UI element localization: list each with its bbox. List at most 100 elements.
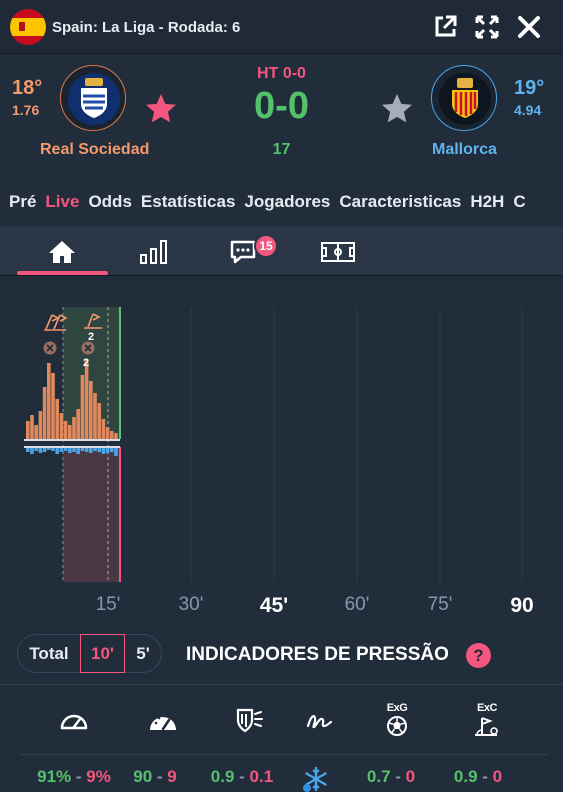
period-5-button[interactable]: 5' — [136, 643, 150, 663]
home-weather: 18° 1.76 — [12, 77, 43, 118]
home-pressure-bar — [110, 431, 114, 439]
indicator-values-row: 91% - 9% 90 - 9 0.9 - 0.1 0.7 - 0 0.9 - … — [0, 767, 563, 791]
home-team-crest[interactable] — [60, 65, 126, 131]
home-icon[interactable] — [17, 234, 107, 270]
home-pressure-bar — [101, 419, 106, 439]
home-pressure-bar — [114, 433, 118, 439]
help-icon[interactable]: ? — [466, 643, 491, 668]
chart-grid — [107, 307, 523, 582]
away-pressure-bar — [63, 448, 68, 451]
home-pressure-bar — [76, 409, 80, 439]
away-team-crest[interactable] — [431, 65, 497, 131]
home-pressure-bar — [30, 415, 34, 439]
away-pressure-zone — [63, 447, 120, 582]
away-favorite-star-icon[interactable] — [379, 91, 415, 127]
comments-icon[interactable]: 15 — [201, 234, 291, 270]
header-bar: Spain: La Liga - Rodada: 6 — [0, 0, 563, 54]
away-pressure-bar — [110, 448, 114, 452]
indicator-value-exc: 0.9 - 0 — [453, 767, 503, 786]
away-pressure-bar — [68, 448, 72, 453]
live-subnav: 15 — [0, 226, 563, 276]
home-pressure-bar — [63, 421, 68, 439]
league-title: Spain: La Liga - Rodada: 6 — [52, 19, 241, 36]
home-favorite-star-icon[interactable] — [143, 91, 179, 127]
away-team-name[interactable]: Mallorca — [432, 141, 497, 158]
spain-flag-icon — [10, 9, 46, 45]
period-total-button[interactable]: Total — [29, 643, 69, 663]
away-pressure-bar — [38, 448, 43, 453]
indicator-value-pressure: 90 - 9 — [133, 767, 177, 786]
away-pressure-bar — [101, 448, 106, 454]
missed-shot-icon-2 — [81, 341, 95, 355]
pitch-icon[interactable] — [293, 234, 383, 270]
away-pressure-bar — [76, 448, 80, 454]
home-pressure-bar — [47, 363, 51, 439]
home-team-name[interactable]: Real Sociedad — [40, 141, 150, 158]
external-link-icon[interactable] — [431, 13, 459, 41]
home-pressure-bar — [93, 393, 97, 439]
fullscreen-icon[interactable] — [473, 13, 501, 41]
score-panel: 18° 1.76 HT 0-0 0-0 17 19° 4.94 Real Soc… — [0, 55, 563, 173]
tab-jogadores[interactable]: Jogadores — [244, 192, 331, 211]
corner-count-home: 2 — [88, 331, 94, 343]
comment-count-badge: 15 — [254, 234, 278, 258]
home-pressure-bar — [26, 421, 30, 439]
away-pressure-bar — [105, 448, 110, 453]
divider — [20, 754, 548, 755]
away-pressure-bar — [114, 448, 118, 456]
corner-count-away: 2 — [83, 357, 89, 369]
tick-60: 60' — [344, 594, 370, 615]
signature-icon[interactable] — [305, 708, 335, 732]
ball-icon[interactable]: ExG — [386, 702, 408, 737]
away-pressure-bar — [51, 448, 55, 451]
away-pressure-bar — [72, 448, 76, 452]
close-icon[interactable] — [515, 13, 543, 41]
indicator-icons-row: ExG ExC — [0, 702, 563, 748]
match-minute: 17 — [272, 141, 291, 158]
divider — [0, 684, 563, 685]
tick-75: 75' — [427, 594, 453, 615]
tab-estatisticas[interactable]: Estatísticas — [140, 192, 236, 211]
home-pressure-bar — [51, 373, 55, 439]
home-pressure-bar — [59, 413, 64, 439]
corner-event-icon-1 — [44, 314, 68, 331]
home-pressure-bar — [72, 417, 76, 439]
period-toggle: Total 10' 5' — [17, 634, 162, 673]
speedometer-icon[interactable] — [58, 708, 90, 732]
tick-15: 15' — [95, 594, 121, 615]
tab-live[interactable]: Live — [45, 192, 80, 211]
indicator-value-shots: 0.9 - 0.1 — [210, 767, 274, 786]
halftime-score: HT 0-0 — [257, 65, 306, 82]
shield-shot-icon[interactable] — [233, 706, 265, 736]
stats-bars-icon[interactable] — [109, 234, 199, 270]
away-pressure-bar — [42, 448, 47, 452]
tab-odds[interactable]: Odds — [88, 192, 132, 211]
home-pressure-bar — [42, 387, 47, 439]
active-subnav-indicator — [17, 271, 108, 275]
corner-event-icon-2 — [84, 313, 102, 329]
home-pressure-bar — [84, 359, 89, 439]
pressure-indicators-title: INDICADORES DE PRESSÃO — [186, 644, 449, 665]
tab-c[interactable]: C — [513, 192, 526, 211]
gauge-icon[interactable] — [147, 708, 179, 734]
missed-shot-icon-1 — [43, 341, 57, 355]
away-pressure-bar — [80, 448, 85, 451]
period-10-button[interactable]: 10' — [80, 634, 125, 673]
home-pressure-bars — [26, 359, 118, 439]
tab-caracteristicas[interactable]: Caracteristicas — [339, 192, 462, 211]
home-pressure-bar — [68, 425, 72, 439]
away-pressure-bar — [47, 448, 51, 450]
away-pressure-bar — [93, 448, 97, 451]
away-pressure-bar — [55, 448, 59, 454]
snowflake-icon — [303, 766, 327, 792]
home-pressure-bar — [105, 427, 110, 439]
away-pressure-bar — [59, 448, 64, 452]
indicator-value-exg: 0.7 - 0 — [366, 767, 416, 786]
corner-flag-icon[interactable]: ExC — [474, 702, 500, 737]
away-pressure-bar — [97, 448, 101, 452]
tab-h2h[interactable]: H2H — [470, 192, 505, 211]
home-pressure-bar — [97, 403, 101, 439]
away-pressure-bar — [26, 448, 30, 452]
home-pressure-bar — [80, 375, 85, 439]
tab-pre[interactable]: Pré — [9, 192, 37, 211]
